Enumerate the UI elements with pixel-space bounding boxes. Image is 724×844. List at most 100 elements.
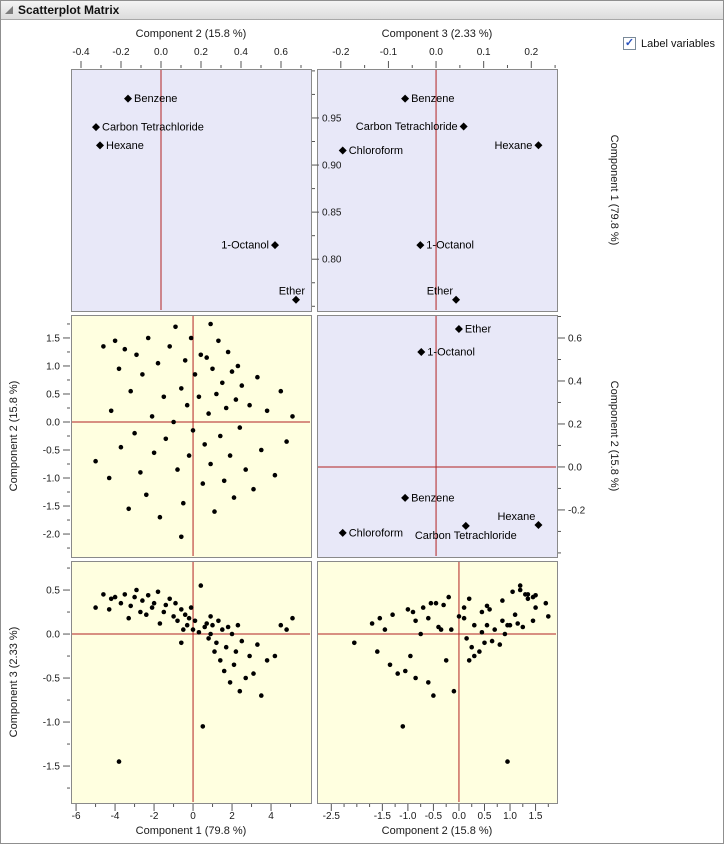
data-point[interactable] <box>198 583 204 588</box>
data-point[interactable] <box>144 612 149 617</box>
data-point[interactable] <box>204 621 209 626</box>
data-point[interactable] <box>116 759 122 764</box>
data-point[interactable] <box>375 649 380 654</box>
data-point[interactable] <box>428 600 434 606</box>
loading-point[interactable] <box>534 520 543 529</box>
data-point[interactable] <box>410 609 416 615</box>
label-variables-checkbox[interactable]: ✓ Label variables <box>623 37 715 50</box>
data-point[interactable] <box>179 607 184 612</box>
data-point[interactable] <box>231 495 237 500</box>
data-point[interactable] <box>239 638 245 644</box>
data-point[interactable] <box>208 461 213 467</box>
data-point[interactable] <box>420 605 426 610</box>
data-point[interactable] <box>202 442 207 447</box>
data-point[interactable] <box>413 675 418 681</box>
data-point[interactable] <box>145 335 151 341</box>
data-point[interactable] <box>208 614 213 619</box>
plot-panel-c2-c1[interactable] <box>71 69 312 312</box>
data-point[interactable] <box>128 388 133 394</box>
data-point[interactable] <box>186 615 192 621</box>
data-point[interactable] <box>138 609 143 615</box>
data-point[interactable] <box>93 458 98 464</box>
data-point[interactable] <box>510 589 515 595</box>
data-point[interactable] <box>161 394 167 400</box>
data-point[interactable] <box>214 640 219 646</box>
data-point[interactable] <box>171 419 176 425</box>
plot-panel-c2-c3[interactable] <box>317 561 558 804</box>
data-point[interactable] <box>173 600 178 606</box>
data-point[interactable] <box>433 600 439 606</box>
data-point[interactable] <box>206 411 211 416</box>
data-point[interactable] <box>523 592 528 597</box>
data-point[interactable] <box>218 658 223 663</box>
loading-point[interactable] <box>459 122 468 131</box>
data-point[interactable] <box>492 627 498 632</box>
data-point[interactable] <box>426 615 431 621</box>
data-point[interactable] <box>235 363 241 369</box>
data-point[interactable] <box>278 622 284 628</box>
data-point[interactable] <box>179 386 184 391</box>
data-point[interactable] <box>93 605 98 610</box>
data-point[interactable] <box>387 662 393 668</box>
data-point[interactable] <box>500 598 505 603</box>
data-point[interactable] <box>243 675 248 681</box>
data-point[interactable] <box>192 618 198 624</box>
data-point[interactable] <box>515 621 520 626</box>
loading-point[interactable] <box>338 528 347 537</box>
data-point[interactable] <box>231 662 237 668</box>
data-point[interactable] <box>218 433 223 439</box>
data-point[interactable] <box>157 514 163 520</box>
data-point[interactable] <box>403 668 408 674</box>
data-point[interactable] <box>182 612 188 617</box>
data-point[interactable] <box>278 388 284 394</box>
data-point[interactable] <box>108 596 114 602</box>
data-point[interactable] <box>251 671 256 676</box>
data-point[interactable] <box>505 759 510 764</box>
data-point[interactable] <box>223 644 229 650</box>
data-point[interactable] <box>484 603 490 609</box>
data-point[interactable] <box>149 605 155 610</box>
data-point[interactable] <box>479 630 485 635</box>
data-point[interactable] <box>418 631 424 637</box>
loading-point[interactable] <box>401 493 410 502</box>
data-point[interactable] <box>525 596 531 602</box>
data-point[interactable] <box>507 622 513 628</box>
loading-point[interactable] <box>401 94 410 103</box>
data-point[interactable] <box>484 622 490 628</box>
data-point[interactable] <box>438 627 444 632</box>
data-point[interactable] <box>512 612 518 617</box>
data-point[interactable] <box>116 366 122 372</box>
data-point[interactable] <box>466 596 472 602</box>
data-point[interactable] <box>196 394 202 400</box>
data-point[interactable] <box>225 349 231 355</box>
data-point[interactable] <box>247 402 252 408</box>
data-point[interactable] <box>210 622 215 628</box>
data-point[interactable] <box>546 614 551 619</box>
data-point[interactable] <box>247 653 252 659</box>
data-point[interactable] <box>477 649 482 654</box>
data-point[interactable] <box>134 587 139 593</box>
loading-point[interactable] <box>124 94 132 103</box>
data-point[interactable] <box>132 430 137 436</box>
data-point[interactable] <box>216 618 221 624</box>
data-point[interactable] <box>140 598 145 603</box>
data-point[interactable] <box>128 603 133 609</box>
data-point[interactable] <box>210 366 215 372</box>
data-point[interactable] <box>173 324 178 330</box>
loading-point[interactable] <box>338 146 347 155</box>
data-point[interactable] <box>204 355 209 360</box>
data-point[interactable] <box>112 594 118 600</box>
data-point[interactable] <box>441 602 446 608</box>
data-point[interactable] <box>243 467 248 472</box>
data-point[interactable] <box>533 605 538 610</box>
data-point[interactable] <box>188 605 194 610</box>
data-point[interactable] <box>175 618 180 624</box>
data-point[interactable] <box>449 627 454 632</box>
data-point[interactable] <box>233 649 239 654</box>
loading-point[interactable] <box>416 241 425 250</box>
data-point[interactable] <box>223 405 229 411</box>
data-point[interactable] <box>426 680 431 685</box>
data-point[interactable] <box>497 642 503 647</box>
data-point[interactable] <box>126 506 131 512</box>
data-point[interactable] <box>227 680 233 685</box>
